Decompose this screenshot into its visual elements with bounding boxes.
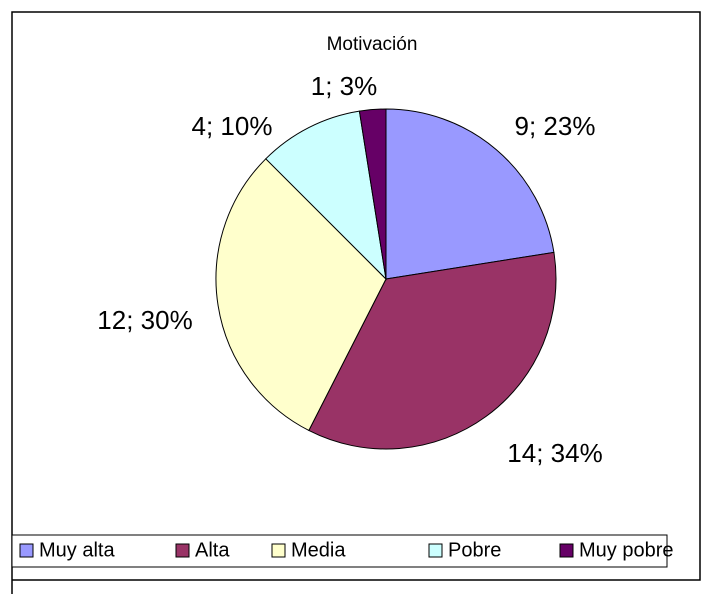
data-label: 14; 34% [507, 438, 602, 468]
legend-label: Pobre [448, 539, 501, 561]
data-label: 9; 23% [515, 111, 596, 141]
pie-slice [215, 158, 387, 432]
pie-slice [308, 251, 557, 450]
data-label: 4; 10% [192, 111, 273, 141]
legend-label: Muy alta [39, 539, 115, 561]
legend-swatch [175, 543, 190, 558]
pie-slice [385, 108, 555, 280]
legend-label: Alta [195, 539, 230, 561]
legend-swatch [428, 543, 443, 558]
legend-swatch [559, 543, 574, 558]
pie-slice [265, 110, 387, 281]
pie-slice [358, 108, 387, 280]
data-label: 12; 30% [97, 305, 192, 335]
chart-frame [11, 11, 701, 594]
legend-label: Muy pobre [579, 539, 674, 561]
data-label: 1; 3% [311, 71, 378, 101]
legend-swatch [271, 543, 286, 558]
chart-title: Motivación [327, 34, 418, 55]
legend-swatch [19, 543, 34, 558]
legend-label: Media [291, 539, 346, 561]
legend-box [11, 534, 668, 568]
